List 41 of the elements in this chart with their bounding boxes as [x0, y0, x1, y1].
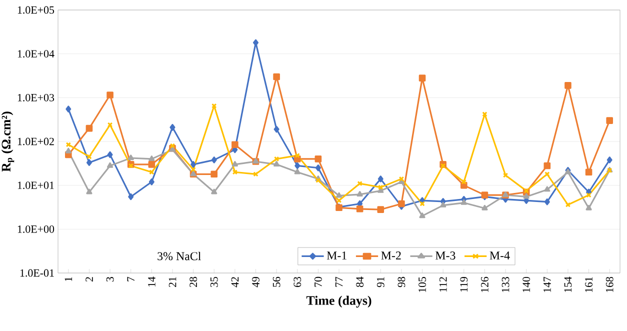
- x-tick-label: 161: [585, 277, 592, 292]
- x-tick-label: 70: [314, 276, 322, 287]
- x-tick-label: 112: [439, 277, 447, 292]
- x-tick-label: 2: [86, 277, 93, 282]
- y-tick-label: 1.0E-01: [20, 269, 54, 277]
- y-tick-label: 1.0E+01: [18, 182, 54, 190]
- x-axis-title: Time (days): [306, 296, 372, 308]
- x-tick-label: 42: [231, 277, 239, 288]
- x-tick-label: 84: [356, 276, 364, 288]
- x-tick-label: 7: [127, 276, 134, 282]
- x-tick-label: 35: [210, 276, 218, 287]
- x-tick-label: 133: [502, 276, 510, 292]
- x-tick-label: 49: [252, 276, 260, 288]
- legend-title: 3% NaCl: [158, 252, 201, 260]
- x-tick-label: 126: [481, 276, 488, 292]
- x-tick-label: 1: [64, 277, 72, 282]
- x-tick-label: 98: [398, 276, 406, 288]
- y-tick-label: 1.0E+03: [18, 94, 54, 102]
- x-tick-label: 91: [376, 277, 384, 288]
- x-tick-label: 140: [522, 276, 530, 292]
- x-tick-label: 77: [335, 276, 343, 287]
- x-tick-label: 154: [564, 276, 572, 292]
- legend-label: M-3: [435, 252, 456, 260]
- x-tick-label: 28: [190, 276, 197, 287]
- x-tick-label: 3: [106, 276, 114, 282]
- x-tick-label: 56: [272, 276, 280, 287]
- y-tick-label: 1.0E+00: [18, 225, 54, 233]
- y-tick-label: 1.0E+05: [18, 6, 54, 14]
- legend-label: M-2: [381, 252, 401, 260]
- y-axis-title: R$_{p}$ (Ω.cm²): [1, 112, 14, 172]
- x-tick-label: 168: [606, 276, 614, 292]
- y-tick-label: 1.0E+02: [18, 138, 54, 146]
- x-tick-label: 63: [294, 276, 302, 288]
- x-tick-label: 147: [544, 276, 551, 292]
- x-tick-label: 14: [148, 276, 156, 287]
- legend-label: M-4: [490, 252, 510, 260]
- x-tick-label: 105: [418, 276, 426, 292]
- x-tick-label: 119: [460, 276, 468, 292]
- legend-label: M-1: [326, 252, 346, 260]
- y-tick-label: 1.0E+04: [18, 50, 54, 58]
- x-tick-label: 21: [168, 277, 176, 287]
